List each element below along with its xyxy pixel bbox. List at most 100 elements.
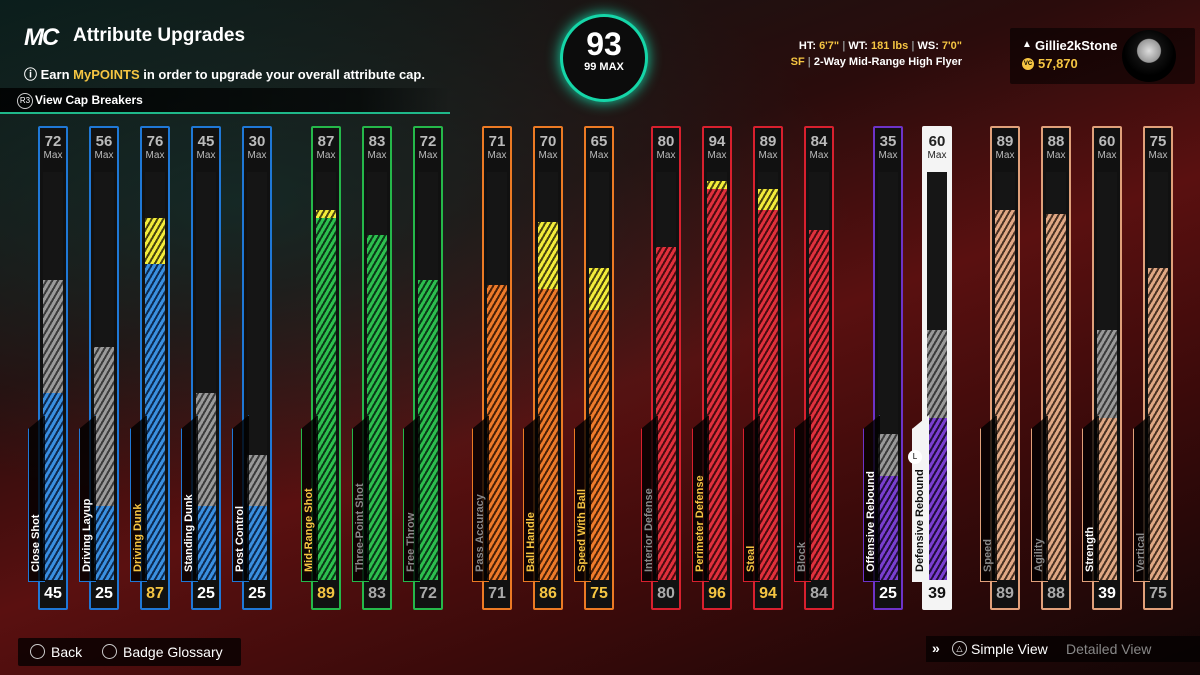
attribute-current-value: 39 <box>928 585 946 602</box>
attribute-label: Strength <box>1084 526 1096 572</box>
attribute-label-wrap: Strength <box>1084 430 1100 580</box>
attribute-label: Mid-Range Shot <box>303 488 315 572</box>
attribute-current-value: 72 <box>419 585 437 602</box>
attribute-max-value: 76 <box>146 133 164 150</box>
attribute-label: Agility <box>1033 538 1045 572</box>
avatar <box>1122 30 1176 82</box>
attribute-max-value: 72 <box>44 133 62 150</box>
attribute-max-value: 94 <box>708 133 726 150</box>
attribute-max-value: 87 <box>317 133 335 150</box>
attribute-current-value: 83 <box>368 585 386 602</box>
attribute-column-driving-layup[interactable]: 56 Max 25 Driving Layup <box>79 126 119 610</box>
attribute-fill <box>878 475 898 580</box>
double-chevron-icon: » <box>932 640 940 656</box>
attribute-max-label: Max <box>196 150 216 161</box>
attribute-fill <box>367 234 387 580</box>
attribute-max-label: Max <box>487 150 507 161</box>
attribute-column-three-point-shot[interactable]: 83 Max 83 Three-Point Shot <box>352 126 392 610</box>
attribute-column-close-shot[interactable]: 72 Max 45 Close Shot <box>28 126 68 610</box>
square-button-icon <box>102 644 117 659</box>
attribute-label: Offensive Rebound <box>865 471 877 572</box>
detailed-view-button[interactable]: Detailed View <box>1066 641 1152 657</box>
attribute-max-label: Max <box>1097 150 1117 161</box>
attribute-column-standing-dunk[interactable]: 45 Max 25 Standing Dunk <box>181 126 221 610</box>
attribute-column-mid-range-shot[interactable]: 87 Max 89 Mid-Range Shot <box>301 126 341 610</box>
attribute-max-value: 89 <box>759 133 777 150</box>
attribute-column-strength[interactable]: 60 Max 39 Strength <box>1082 126 1122 610</box>
attribute-label-wrap: Speed With Ball <box>576 430 592 580</box>
attribute-fill <box>538 288 558 580</box>
attribute-fill <box>247 505 267 580</box>
attribute-label-wrap: Free Throw <box>405 430 421 580</box>
attribute-current-value: 89 <box>317 585 335 602</box>
attribute-column-block[interactable]: 84 Max 84 Block <box>794 126 834 610</box>
attribute-column-free-throw[interactable]: 72 Max 72 Free Throw <box>403 126 443 610</box>
attribute-max-value: 45 <box>197 133 215 150</box>
badge-glossary-button[interactable]: Badge Glossary <box>102 644 223 660</box>
attribute-fill <box>487 284 507 580</box>
attribute-column-defensive-rebound[interactable]: 60 Max 39 Defensive Rebound L <box>908 126 952 610</box>
attribute-label: Driving Layup <box>81 498 93 572</box>
wingspan-label: WS: <box>917 40 939 52</box>
attribute-column-post-control[interactable]: 30 Max 25 Post Control <box>232 126 272 610</box>
attribute-max-label: Max <box>878 150 898 161</box>
attribute-max-label: Max <box>589 150 609 161</box>
weight-value: 181 lbs <box>870 40 909 52</box>
attribute-current-value: 80 <box>657 585 675 602</box>
attribute-max-label: Max <box>758 150 778 161</box>
attribute-max-value: 56 <box>95 133 113 150</box>
attribute-label: Three-Point Shot <box>354 483 366 572</box>
attribute-column-agility[interactable]: 88 Max 88 Agility <box>1031 126 1071 610</box>
attribute-label-wrap: Mid-Range Shot <box>303 430 319 580</box>
attribute-max-value: 71 <box>488 133 506 150</box>
attribute-max-label: Max <box>367 150 387 161</box>
attribute-column-driving-dunk[interactable]: 76 Max 87 Driving Dunk <box>130 126 170 610</box>
attribute-column-speed[interactable]: 89 Max 89 Speed <box>980 126 1020 610</box>
position-value: SF <box>790 56 805 68</box>
triangle-button-icon: △ <box>952 641 967 656</box>
attribute-label: Interior Defense <box>643 488 655 572</box>
attribute-label: Defensive Rebound <box>914 469 926 572</box>
attribute-upgrade-fill <box>589 267 609 310</box>
attribute-max-value: 30 <box>248 133 266 150</box>
attribute-label-wrap: Ball Handle <box>525 430 541 580</box>
attribute-column-offensive-rebound[interactable]: 35 Max 25 Offensive Rebound <box>863 126 903 610</box>
attribute-current-value: 25 <box>95 585 113 602</box>
attribute-upgrade-fill <box>758 188 778 210</box>
attribute-current-value: 25 <box>879 585 897 602</box>
attribute-max-label: Max <box>995 150 1015 161</box>
back-button[interactable]: Back <box>30 644 82 660</box>
attribute-fill <box>1046 213 1066 580</box>
attribute-label: Steal <box>745 545 757 572</box>
attribute-max-label: Max <box>927 150 947 161</box>
weight-label: WT: <box>848 40 868 52</box>
attribute-column-speed-with-ball[interactable]: 65 Max 75 Speed With Ball <box>574 126 614 610</box>
attribute-fill <box>809 230 829 580</box>
overall-max: 99 MAX <box>584 61 624 73</box>
archetype-value: 2-Way Mid-Range High Flyer <box>813 56 962 68</box>
attribute-label: Block <box>796 542 808 572</box>
circle-button-icon <box>30 644 45 659</box>
attribute-fill <box>589 309 609 580</box>
attribute-label: Driving Dunk <box>132 503 144 572</box>
attribute-column-perimeter-defense[interactable]: 94 Max 96 Perimeter Defense <box>692 126 732 610</box>
attribute-max-value: 60 <box>1098 133 1116 150</box>
attribute-current-value: 25 <box>197 585 215 602</box>
attribute-label: Standing Dunk <box>183 494 195 572</box>
attribute-fill <box>43 392 63 580</box>
attribute-column-vertical[interactable]: 75 Max 75 Vertical <box>1133 126 1173 610</box>
attribute-column-ball-handle[interactable]: 70 Max 86 Ball Handle <box>523 126 563 610</box>
attribute-column-interior-defense[interactable]: 80 Max 80 Interior Defense <box>641 126 681 610</box>
simple-view-button[interactable]: Simple View <box>971 641 1048 657</box>
attribute-column-pass-accuracy[interactable]: 71 Max 71 Pass Accuracy <box>472 126 512 610</box>
attribute-current-value: 25 <box>248 585 266 602</box>
mypoints-highlight: MyPOINTS <box>73 67 140 82</box>
attribute-current-value: 75 <box>1149 585 1167 602</box>
attribute-current-value: 39 <box>1098 585 1116 602</box>
view-cap-breakers-button[interactable]: R3 View Cap Breakers <box>0 88 450 114</box>
attribute-max-value: 80 <box>657 133 675 150</box>
attribute-label-wrap: Perimeter Defense <box>694 430 710 580</box>
attribute-label-wrap: Speed <box>982 430 998 580</box>
attribute-column-steal[interactable]: 89 Max 94 Steal <box>743 126 783 610</box>
attribute-max-label: Max <box>418 150 438 161</box>
